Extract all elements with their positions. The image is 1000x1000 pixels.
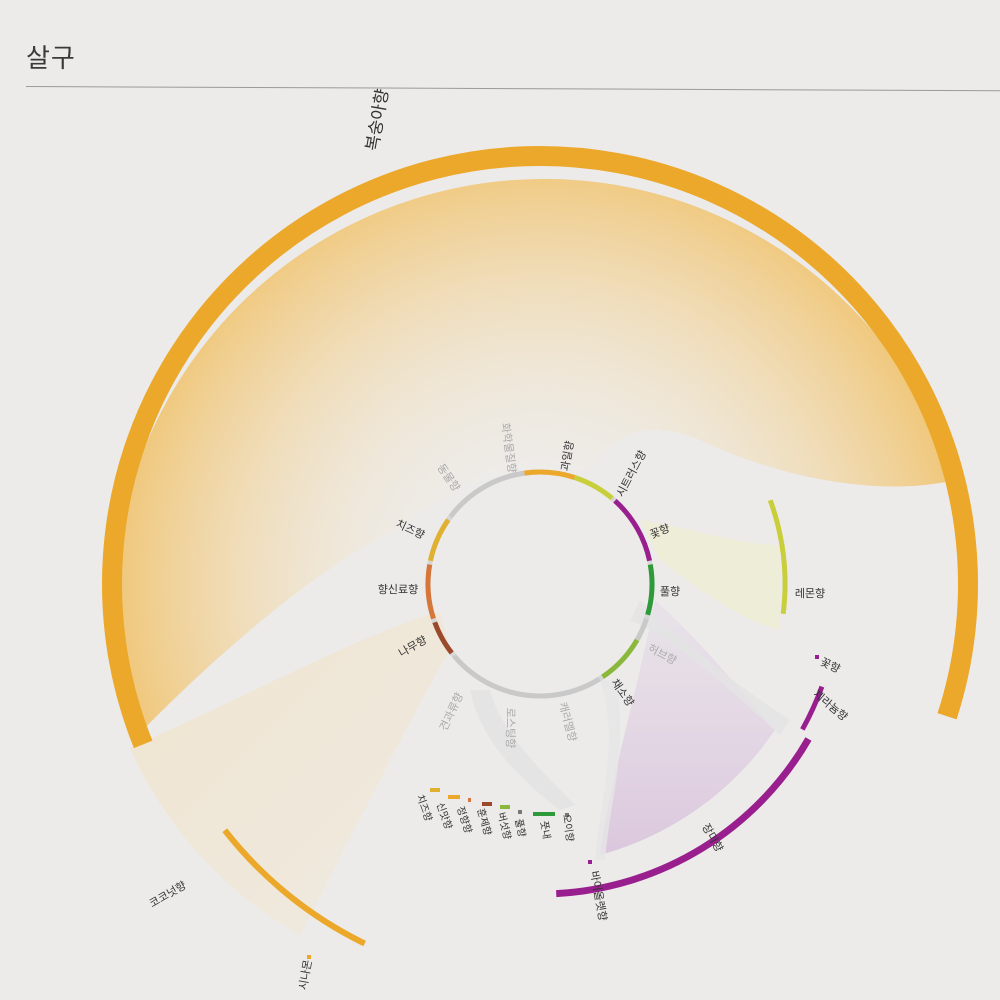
label-butter: 정향향 xyxy=(454,805,474,835)
gray-ribbon-1 xyxy=(630,600,790,735)
label-coconut: 코코넛향 xyxy=(147,879,189,911)
leaf-mark-4 xyxy=(500,805,510,809)
small-marks xyxy=(307,655,819,959)
rose-ribbon xyxy=(600,600,775,855)
label-hay: 풀향 xyxy=(512,818,528,838)
label-spicy: 신맛향 xyxy=(434,801,455,831)
inner-roast-segment xyxy=(491,683,550,699)
leaf-mark-8 xyxy=(588,860,592,864)
leaf-mark-3 xyxy=(482,802,492,806)
label-cucumber: 오이향 xyxy=(560,813,576,842)
inner-label-11: 치즈향 xyxy=(394,517,427,542)
inner-label-0: 과일향 xyxy=(557,440,576,472)
lemon-arc xyxy=(767,499,788,615)
inner-chemical-segment xyxy=(474,470,525,495)
gray-ribbon-2 xyxy=(470,690,575,810)
inner-label-10: 향신료향 xyxy=(378,583,418,596)
inner-label-7: 로스팅향 xyxy=(504,708,517,748)
label-smoke: 훈제향 xyxy=(474,807,494,837)
inner-cheese-segment xyxy=(428,518,451,562)
peach-arc xyxy=(102,146,978,749)
leaf-mark-0 xyxy=(430,788,440,792)
leaf-mark-1 xyxy=(448,795,460,799)
coconut-ribbon xyxy=(130,612,450,935)
inner-fruit-segment xyxy=(524,469,576,480)
coconut-arc xyxy=(222,828,366,947)
leaf-mark-5 xyxy=(518,810,522,814)
rose-arc xyxy=(556,737,812,898)
flow-ribbons xyxy=(112,178,955,935)
label-lemon: 레몬향 xyxy=(795,587,825,600)
label-grassy: 풋내 xyxy=(537,820,552,840)
label-peach: 복숭아향 xyxy=(363,87,394,152)
label-violet: 바이올렛향 xyxy=(588,870,610,922)
label-cinnamon: 시나몬 xyxy=(296,959,314,991)
inner-herb-segment xyxy=(634,617,649,642)
inner-citrus-segment xyxy=(573,475,614,501)
inner-flower-segment xyxy=(613,498,652,562)
label-cheese: 치즈향 xyxy=(414,793,435,823)
leaf-mark-10 xyxy=(307,955,311,959)
inner-label-6: 캐러멜향 xyxy=(556,701,579,743)
lemon-ribbon xyxy=(640,520,780,630)
label-mushroom: 버섯향 xyxy=(495,811,513,841)
inner-animal-segment xyxy=(448,490,478,519)
peach-ribbon xyxy=(112,178,955,740)
inner-wood-segment xyxy=(432,621,454,655)
label-flower: 꽃향 xyxy=(818,655,842,675)
inner-ring xyxy=(425,469,655,699)
inner-spice-segment xyxy=(425,564,436,620)
leaf-mark-6 xyxy=(533,812,555,816)
inner-label-3: 풀향 xyxy=(660,585,680,598)
page-title: 살구 xyxy=(26,44,76,74)
geranium-arc xyxy=(800,685,825,731)
outer-arcs xyxy=(102,146,978,947)
inner-caramel-segment xyxy=(549,676,601,699)
inner-grass-segment xyxy=(645,564,655,616)
gray-ribbon-3 xyxy=(595,680,621,860)
leaf-mark-7 xyxy=(565,813,569,817)
inner-label-8: 견과류향 xyxy=(437,691,466,733)
inner-vegetable-segment xyxy=(601,638,640,679)
leaf-mark-9 xyxy=(815,655,819,659)
leaf-mark-2 xyxy=(468,798,471,802)
inner-label-1: 시트러스향 xyxy=(614,448,649,499)
inner-nut-segment xyxy=(452,654,494,688)
